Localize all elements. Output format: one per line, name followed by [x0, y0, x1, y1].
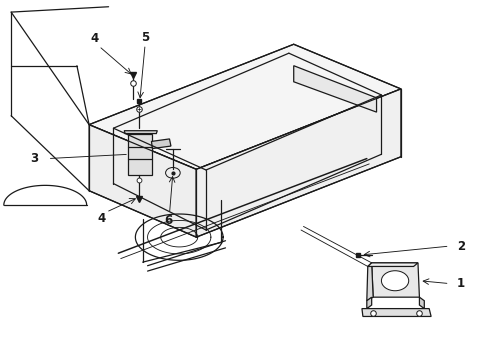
- Text: 3: 3: [30, 152, 39, 165]
- Circle shape: [381, 271, 409, 291]
- Polygon shape: [367, 263, 373, 301]
- Polygon shape: [151, 139, 171, 149]
- Text: 6: 6: [164, 213, 172, 226]
- Polygon shape: [89, 125, 196, 237]
- Polygon shape: [419, 297, 424, 309]
- Text: 5: 5: [141, 31, 149, 44]
- Polygon shape: [89, 44, 401, 169]
- Text: 4: 4: [91, 32, 99, 45]
- Polygon shape: [124, 131, 157, 134]
- Polygon shape: [196, 89, 401, 237]
- Text: 2: 2: [457, 240, 465, 253]
- Polygon shape: [368, 263, 418, 266]
- Polygon shape: [294, 66, 376, 112]
- Text: 1: 1: [457, 277, 465, 290]
- Polygon shape: [128, 134, 152, 175]
- Polygon shape: [367, 297, 372, 309]
- Polygon shape: [372, 263, 419, 297]
- Text: 4: 4: [97, 212, 105, 225]
- Polygon shape: [362, 309, 431, 316]
